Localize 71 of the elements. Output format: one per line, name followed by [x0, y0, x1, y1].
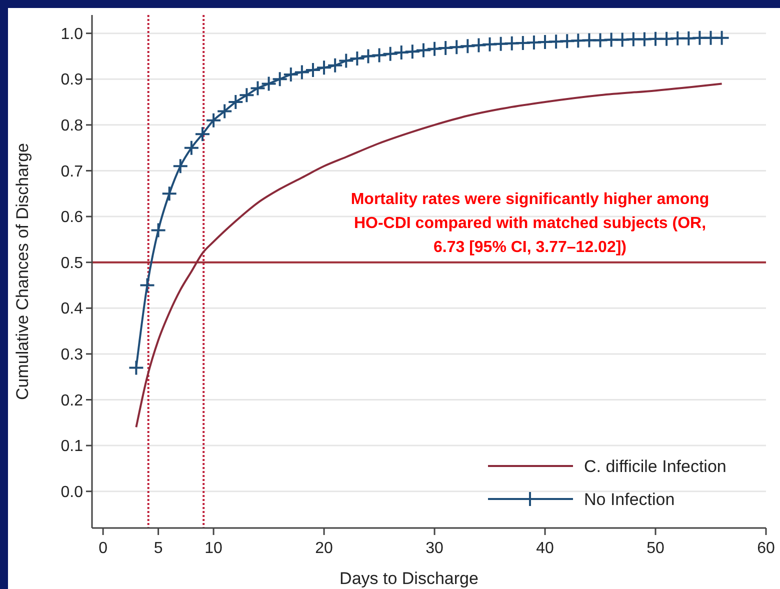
- point: [382, 46, 398, 62]
- legend-label: No Infection: [584, 490, 675, 509]
- y-tick-label: 0.9: [60, 72, 84, 89]
- y-tick-label: 0.0: [60, 484, 84, 501]
- y-tick-label: 0.7: [60, 163, 84, 180]
- point: [460, 38, 476, 54]
- line-series: [135, 82, 723, 428]
- point: [139, 277, 156, 294]
- point: [260, 76, 277, 92]
- point: [238, 87, 255, 104]
- y-tick-label: 0.2: [60, 392, 84, 410]
- point: [592, 32, 608, 48]
- x-tick-label: 5: [154, 540, 163, 557]
- y-tick-label: 1.0: [60, 26, 84, 43]
- point: [294, 64, 310, 80]
- point: [272, 71, 288, 88]
- point: [194, 126, 210, 142]
- point: [161, 186, 178, 202]
- point: [304, 62, 321, 78]
- point: [548, 34, 564, 50]
- point: [470, 37, 487, 54]
- point: [559, 33, 576, 50]
- point: [514, 34, 531, 51]
- y-axis-title: Cumulative Chances of Discharge: [13, 142, 32, 400]
- y-tick-label: 0.6: [60, 209, 84, 226]
- point: [680, 30, 697, 46]
- y-tick-label: 0.1: [60, 438, 84, 456]
- point: [360, 48, 376, 64]
- x-axis-title: Days to Discharge: [340, 569, 478, 588]
- point: [206, 112, 222, 128]
- point: [316, 60, 332, 76]
- point: [282, 66, 299, 83]
- x-tick-label: 10: [204, 540, 223, 557]
- point: [448, 39, 465, 56]
- y-tick-label: 0.3: [60, 346, 84, 364]
- point: [492, 36, 509, 52]
- point: [228, 94, 244, 110]
- point: [482, 36, 498, 52]
- point: [349, 50, 366, 67]
- point: [526, 34, 542, 50]
- point: [250, 80, 266, 96]
- point: [438, 40, 454, 56]
- point: [714, 30, 730, 46]
- point: [570, 32, 586, 49]
- y-tick-label: 0.8: [60, 118, 84, 135]
- point: [327, 57, 344, 74]
- x-tick-label: 40: [536, 540, 554, 557]
- x-tick-label: 0: [98, 540, 108, 557]
- point: [636, 31, 652, 48]
- point: [404, 44, 420, 60]
- point: [172, 158, 188, 174]
- point: [504, 35, 520, 52]
- point: [537, 34, 554, 50]
- point: [183, 140, 200, 156]
- point: [658, 30, 675, 47]
- y-tick-label: 0.4: [60, 300, 84, 318]
- x-tick-label: 30: [426, 540, 444, 557]
- annotation: Mortality rates were significantly higher among HO-CDI compared with matched subjects (OR, 6.73 [95% CI, 3.77–12.02]): [350, 191, 710, 256]
- point: [393, 44, 410, 61]
- legend-label: C. difficile Infection: [584, 456, 726, 476]
- point: [426, 40, 443, 57]
- point: [371, 47, 388, 64]
- point: [216, 103, 233, 120]
- point: [150, 222, 166, 238]
- x-tick-label: 20: [315, 540, 334, 557]
- y-tick-label: 0.5: [60, 254, 84, 272]
- x-tick-label: 50: [646, 540, 665, 557]
- x-tick-label: 60: [757, 540, 775, 557]
- point: [128, 360, 144, 376]
- point: [415, 42, 432, 58]
- point: [338, 52, 354, 69]
